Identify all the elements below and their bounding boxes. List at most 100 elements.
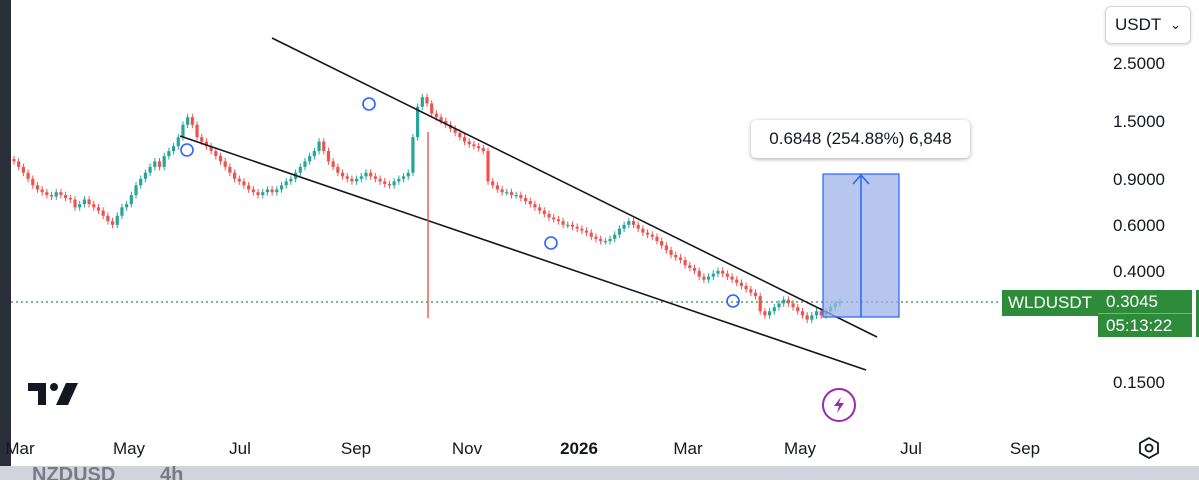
candle-body [697, 270, 701, 277]
candle-body [378, 178, 382, 182]
price-tick-label: 0.9000 [1113, 170, 1165, 189]
candle-body [434, 113, 438, 118]
touch-marker[interactable] [362, 97, 376, 111]
price-label: 0.3045 05:13:22 [1098, 290, 1192, 337]
candle-body [134, 185, 138, 196]
candle-body [331, 161, 335, 167]
candle-body [622, 224, 626, 229]
candle-body [115, 215, 119, 225]
candle-body [688, 265, 692, 268]
candle-body [411, 137, 415, 173]
time-tick-label: May [784, 439, 817, 458]
settings-icon[interactable] [1137, 436, 1161, 460]
candle-body [317, 141, 321, 152]
candle-body [721, 270, 725, 274]
candle-body [355, 178, 359, 182]
candle-body [810, 315, 814, 320]
candle-body [481, 148, 485, 152]
candle-body [143, 172, 148, 179]
candle-body [796, 307, 800, 312]
candle-body [749, 289, 753, 293]
candle-body [101, 210, 105, 216]
candle-body [265, 189, 270, 193]
currency-select[interactable]: USDT ⌄ [1105, 6, 1191, 44]
measure-tooltip-text: 0.6848 (254.88%) 6,848 [769, 129, 952, 148]
candle-body [603, 241, 607, 243]
upper-trendline[interactable] [271, 37, 878, 338]
candle-body [49, 195, 54, 197]
candle-body [326, 151, 331, 162]
candle-body [125, 204, 129, 208]
touch-marker[interactable] [726, 294, 740, 308]
candle-body [64, 195, 68, 199]
candle-body [645, 232, 650, 235]
candle-body [486, 151, 490, 182]
candle-body [200, 137, 204, 142]
candle-body [303, 161, 307, 167]
candle-body [763, 311, 767, 316]
candle-body [87, 199, 91, 205]
candle-body [735, 279, 739, 283]
candle-body [129, 195, 133, 205]
candle-body [387, 183, 392, 186]
candle-body [308, 156, 312, 162]
lower-trendline[interactable] [179, 135, 867, 371]
price-axis: 2.5000 1.5000 0.9000 0.6000 0.4000 0.1500 [1113, 54, 1165, 392]
candle-body [416, 106, 420, 138]
price-chart[interactable]: 2.5000 1.5000 0.9000 0.6000 0.4000 0.1500 Mar… [0, 0, 1199, 470]
candle-body [35, 185, 40, 190]
candle-body [683, 259, 687, 266]
candle-body [345, 176, 349, 179]
candle-body [617, 228, 622, 235]
candle-body [373, 176, 377, 179]
candle-body [392, 181, 396, 186]
measure-tooltip: 0.6848 (254.88%) 6,848 [751, 120, 970, 158]
candle-body [575, 226, 579, 229]
candle-body [542, 210, 546, 215]
candle-body [148, 166, 152, 173]
time-tick-label: Mar [673, 439, 703, 458]
candle-body [458, 132, 462, 138]
candle-body [31, 178, 35, 186]
tradingview-logo-icon [28, 383, 78, 405]
candle-body [669, 250, 673, 255]
touch-marker[interactable] [544, 236, 558, 250]
candle-body [209, 146, 213, 152]
candle-body [45, 192, 49, 196]
candle-body [218, 156, 223, 162]
candle-body [270, 189, 274, 193]
candle-body [641, 228, 645, 233]
candle-body [186, 117, 190, 125]
touch-marker[interactable] [180, 143, 194, 157]
candle-body [228, 166, 232, 173]
candle-body [561, 221, 565, 225]
candle-body [406, 172, 410, 177]
candle-body [599, 238, 603, 242]
candle-body [261, 192, 265, 196]
candle-body [171, 146, 176, 152]
candle-body [214, 151, 218, 157]
candle-body [711, 273, 715, 277]
price-tick-label: 1.5000 [1113, 112, 1165, 131]
candle-body [523, 198, 528, 202]
candle-body [439, 117, 443, 121]
candle-body [566, 224, 570, 227]
lightning-icon[interactable] [822, 388, 856, 422]
candle-body [26, 172, 30, 179]
candle-body [500, 189, 504, 193]
candle-body [167, 151, 171, 157]
time-tick-label: Jul [229, 439, 251, 458]
candle-body [162, 156, 166, 167]
candle-body [430, 103, 434, 114]
candle-body [359, 176, 363, 179]
price-tick-label: 0.6000 [1113, 216, 1165, 235]
candle-body [96, 207, 101, 211]
candle-body [791, 303, 795, 308]
candle-body [92, 204, 96, 208]
candle-body [350, 178, 354, 182]
candle-body [340, 172, 345, 177]
candle-body [106, 215, 110, 222]
candle-body [237, 178, 241, 182]
candle-body [650, 234, 654, 237]
